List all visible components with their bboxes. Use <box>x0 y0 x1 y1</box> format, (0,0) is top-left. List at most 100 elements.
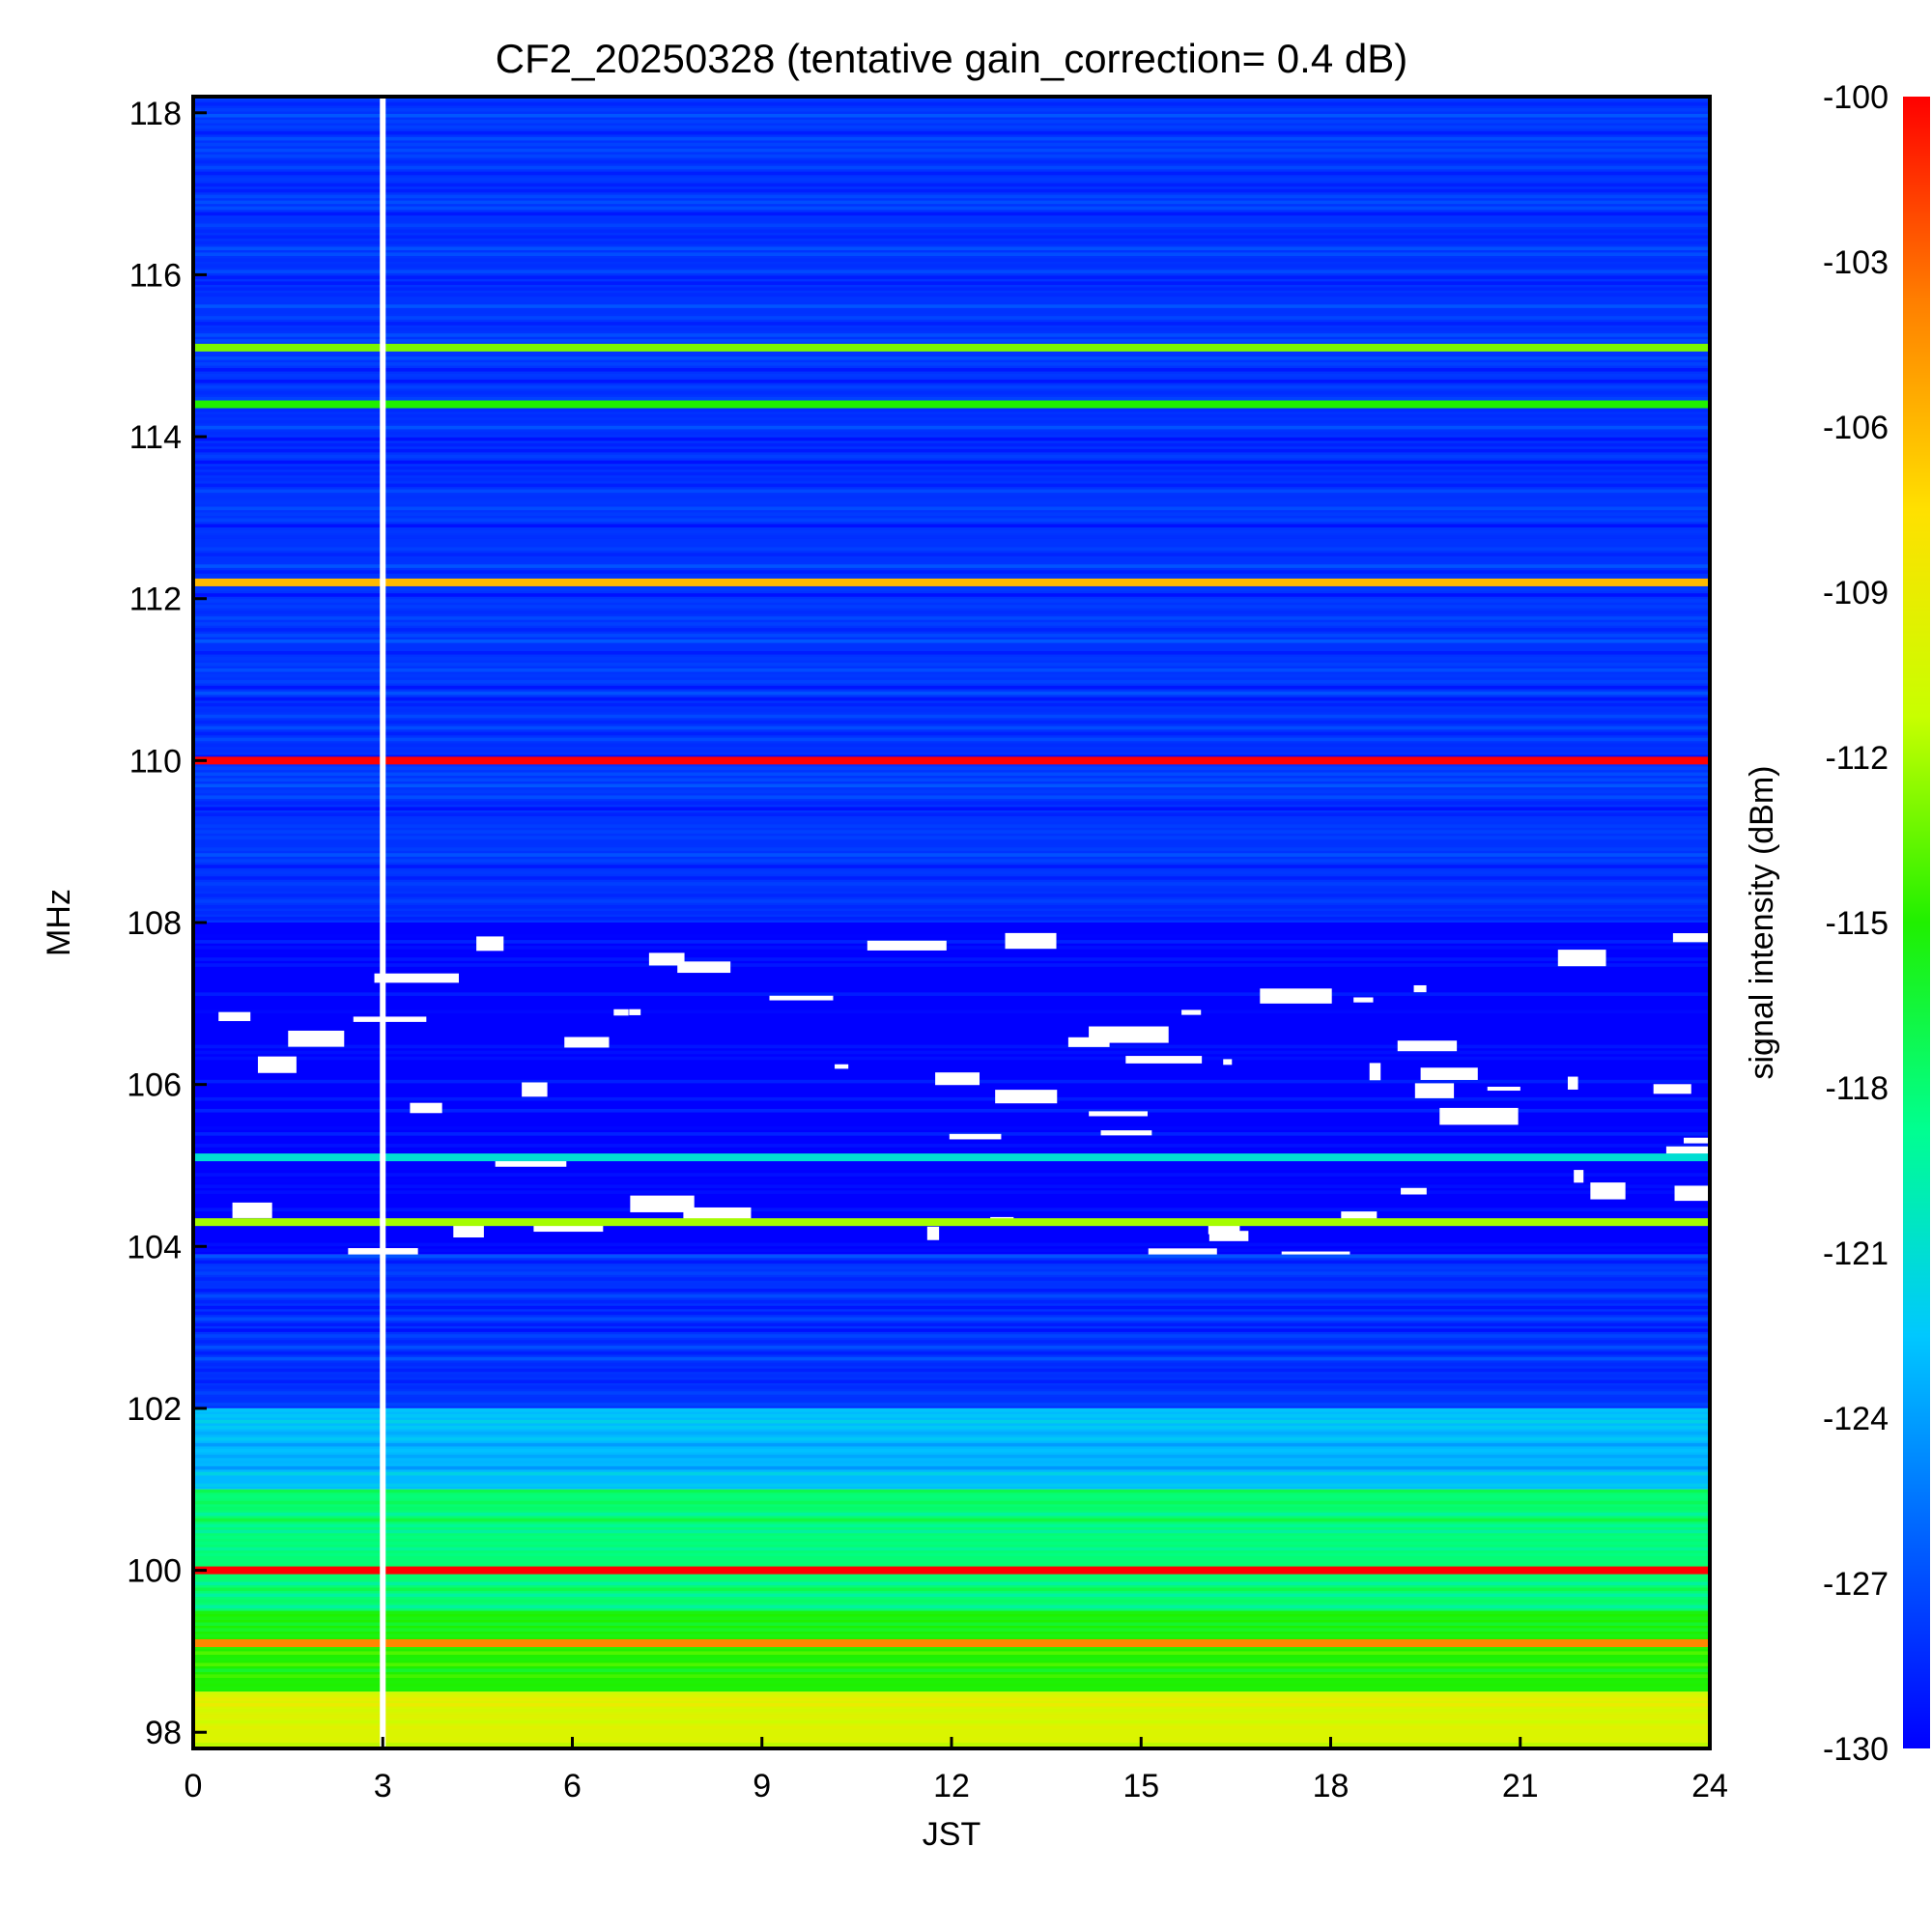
heatmap-row <box>193 934 1710 938</box>
heatmap-row <box>193 587 1710 591</box>
heatmap-row <box>193 304 1710 308</box>
heatmap-row <box>193 801 1710 806</box>
heatmap-row <box>193 865 1710 868</box>
heatmap-row <box>193 1483 1710 1488</box>
missing-data-patch <box>1397 1040 1458 1052</box>
heatmap-row <box>193 1150 1710 1153</box>
heatmap-row <box>193 870 1710 874</box>
heatmap-row <box>193 1050 1710 1055</box>
heatmap-row <box>193 662 1710 667</box>
heatmap-row <box>193 778 1710 782</box>
x-axis-title: JST <box>923 1816 980 1853</box>
heatmap-row <box>193 1407 1710 1412</box>
heatmap-row <box>193 1144 1710 1148</box>
colorbar-title: signal intensity (dBm) <box>1744 765 1780 1079</box>
heatmap-row <box>193 1686 1710 1690</box>
heatmap-row <box>193 130 1710 135</box>
heatmap-row <box>193 293 1710 297</box>
heatmap-row <box>193 316 1710 320</box>
missing-data-patch <box>1413 984 1427 993</box>
heatmap-row <box>193 1305 1710 1310</box>
heatmap-layer <box>193 97 1744 1748</box>
heatmap-row <box>193 611 1710 614</box>
missing-data-patch <box>648 952 685 966</box>
heatmap-row <box>193 634 1710 638</box>
heatmap-row <box>193 339 1710 343</box>
heatmap-row <box>193 489 1710 494</box>
signal-line <box>193 1218 1710 1227</box>
heatmap-row <box>193 720 1710 724</box>
heatmap-row <box>193 1277 1710 1281</box>
heatmap-row <box>193 356 1710 360</box>
heatmap-row <box>193 1587 1710 1592</box>
heatmap-row <box>193 818 1710 822</box>
heatmap-row <box>193 1317 1710 1321</box>
heatmap-row <box>193 917 1710 921</box>
heatmap-row <box>193 1085 1710 1090</box>
heatmap-row <box>193 1634 1710 1638</box>
heatmap-row <box>193 107 1710 112</box>
heatmap-row <box>193 1668 1710 1672</box>
missing-data-patch <box>683 1207 752 1221</box>
heatmap-row <box>193 425 1710 430</box>
missing-data-patch <box>995 1090 1058 1104</box>
heatmap-row <box>193 1662 1710 1666</box>
missing-data-patch <box>1353 997 1374 1003</box>
heatmap-row <box>193 1558 1710 1563</box>
heatmap-row <box>193 1500 1710 1505</box>
missing-data-patch <box>1401 1187 1427 1195</box>
heatmap-row <box>193 477 1710 482</box>
missing-data-patch <box>926 1226 940 1240</box>
missing-data-patch <box>629 1009 641 1015</box>
heatmap-row <box>193 558 1710 562</box>
missing-data-patch <box>374 973 459 983</box>
heatmap-row <box>193 1379 1710 1383</box>
heatmap-row <box>193 258 1710 262</box>
heatmap-row <box>193 1448 1710 1453</box>
x-tick-label: 21 <box>1502 1768 1539 1804</box>
heatmap-row <box>193 576 1710 580</box>
colorbar-tick-label: -118 <box>1825 1070 1889 1107</box>
heatmap-row <box>193 460 1710 465</box>
heatmap-row <box>193 1368 1710 1373</box>
heatmap-row <box>193 1102 1710 1107</box>
heatmap-row <box>193 1225 1710 1230</box>
heatmap-row <box>193 466 1710 470</box>
heatmap-row <box>193 807 1710 811</box>
heatmap-row <box>193 1651 1710 1656</box>
missing-data-patch <box>533 1224 604 1233</box>
y-tick-label: 108 <box>127 905 182 942</box>
heatmap-row <box>193 136 1710 141</box>
heatmap-row <box>193 148 1710 153</box>
x-tick-label: 6 <box>563 1768 582 1804</box>
heatmap-row <box>193 992 1710 996</box>
missing-data-patch <box>1557 950 1606 967</box>
colorbar <box>1903 97 1930 1748</box>
heatmap-row <box>193 553 1710 556</box>
heatmap-row <box>193 1725 1710 1730</box>
heatmap-row <box>193 1564 1710 1569</box>
heatmap-row <box>193 812 1710 816</box>
heatmap-row <box>193 1056 1710 1061</box>
heatmap-row <box>193 1581 1710 1586</box>
heatmap-row <box>193 287 1710 291</box>
heatmap-row <box>193 1489 1710 1493</box>
heatmap-row <box>193 737 1710 742</box>
heatmap-row <box>193 668 1710 672</box>
heatmap-row <box>193 1293 1710 1298</box>
missing-data-patch <box>1414 1083 1455 1098</box>
missing-data-patch <box>1005 932 1057 950</box>
missing-data-patch <box>835 1064 849 1069</box>
heatmap-row <box>193 859 1710 863</box>
missing-data-patch <box>218 1011 251 1022</box>
heatmap-row <box>193 183 1710 187</box>
heatmap-row <box>193 1167 1710 1171</box>
heatmap-row <box>193 1523 1710 1528</box>
heatmap-row <box>193 1518 1710 1522</box>
heatmap-row <box>193 1289 1710 1293</box>
heatmap-row <box>193 119 1710 124</box>
heatmap-row <box>193 298 1710 302</box>
heatmap-row <box>193 177 1710 182</box>
missing-data-patch <box>677 961 731 974</box>
